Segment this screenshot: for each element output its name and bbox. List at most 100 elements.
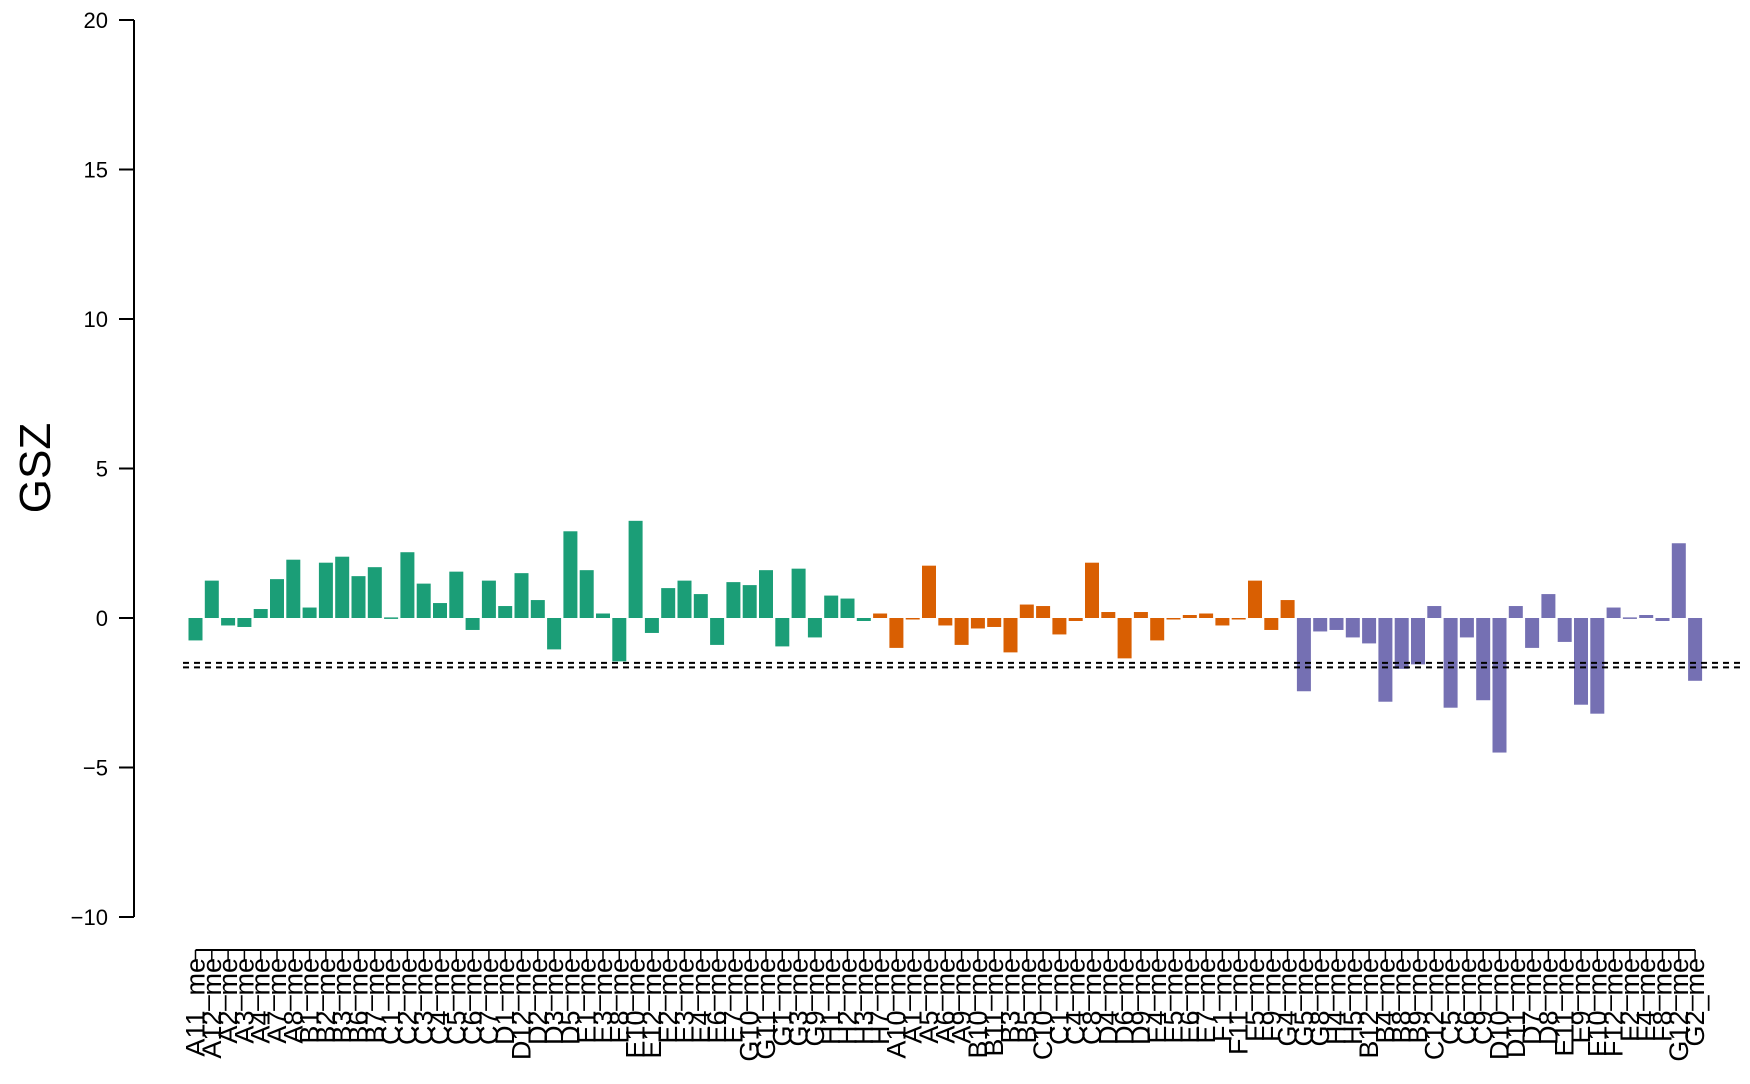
x-tick-label: E7_me: [718, 958, 748, 1044]
x-tick-label: F10_me: [1582, 958, 1612, 1057]
x-tick-label: E4_me: [1142, 958, 1172, 1044]
x-tick-label: A6_me: [930, 958, 960, 1044]
x-tick-label: A8_me: [278, 958, 308, 1044]
bar: [1052, 618, 1067, 635]
bar: [759, 570, 773, 618]
x-tick-label: D9_me: [1126, 958, 1156, 1045]
bar: [1688, 618, 1703, 681]
y-tick-label: 10: [84, 307, 108, 332]
bar: [824, 595, 839, 618]
bar: [1557, 618, 1572, 642]
bar: [1345, 618, 1360, 638]
bar: [1329, 618, 1344, 630]
bar: [1166, 618, 1181, 620]
x-tick-label: G3_me: [784, 958, 814, 1047]
bar: [807, 618, 822, 638]
x-tick-label: D8_me: [1533, 958, 1563, 1045]
bar: [1525, 618, 1540, 648]
bar: [1459, 618, 1474, 638]
x-tick-label: E7_me: [1191, 958, 1221, 1044]
x-tick-label: F2_me: [1615, 958, 1645, 1042]
bar: [351, 576, 366, 618]
bar: [1492, 618, 1507, 753]
bar: [1476, 618, 1491, 701]
x-tick-label: B1_me: [295, 958, 325, 1044]
bar: [384, 617, 399, 619]
bar: [318, 562, 333, 618]
x-tick-label: B6_me: [344, 958, 374, 1044]
bar: [677, 580, 692, 619]
bar: [612, 618, 627, 662]
bar: [514, 573, 529, 618]
bar: [1541, 594, 1556, 618]
bar: [253, 609, 268, 618]
bar: [1199, 613, 1214, 618]
bar: [465, 618, 480, 630]
x-tick-label: C3_me: [409, 958, 439, 1045]
x-tick-label: E6_me: [702, 958, 732, 1044]
x-tick-label: B9_me: [1403, 958, 1433, 1044]
x-tick-label: C7_me: [474, 958, 504, 1045]
x-tick-label: D5_me: [555, 958, 585, 1045]
x-tick-label: C5_me: [1436, 958, 1466, 1045]
bar: [1085, 562, 1099, 618]
bar: [563, 531, 578, 618]
bar: [889, 618, 904, 648]
bar: [938, 618, 953, 626]
bar: [367, 567, 382, 618]
x-tick-label: D3_me: [539, 958, 569, 1045]
bar: [1606, 607, 1621, 618]
x-tick-label: G2_me: [1680, 958, 1710, 1047]
bar: [579, 570, 594, 618]
bar: [188, 618, 203, 641]
x-tick-label: C8_me: [1077, 958, 1107, 1045]
y-tick-label: 20: [84, 8, 108, 33]
x-tick-label: C5_me: [441, 958, 471, 1045]
x-tick-label: D4_me: [1093, 958, 1123, 1045]
x-tick-label: G12_me: [1664, 958, 1694, 1062]
y-axis-label: GSZ: [11, 423, 60, 513]
bar: [596, 613, 610, 618]
x-tick-label: C4_me: [1061, 958, 1091, 1045]
bar: [1101, 612, 1116, 618]
bar: [791, 568, 806, 618]
bar: [644, 618, 659, 633]
x-tick-label: F11_me: [1224, 958, 1254, 1055]
x-tick-label: C10_me: [1028, 958, 1058, 1060]
bar: [1036, 606, 1051, 618]
y-tick-label: 15: [84, 158, 108, 183]
bar: [237, 618, 252, 627]
x-tick-label: E4_me: [686, 958, 716, 1044]
bar: [1280, 600, 1295, 618]
x-tick-label: F5_me: [1240, 958, 1270, 1042]
x-tick-label: E11_me: [1550, 958, 1580, 1057]
x-tick-label: C12_me: [1419, 958, 1449, 1060]
bar: [335, 556, 350, 618]
bar: [1590, 618, 1605, 714]
x-tick-label: A1_me: [898, 958, 928, 1044]
y-axis: −10 −5 0 5 10 15 20: [71, 8, 135, 930]
x-tick-label: A12_me: [197, 958, 227, 1059]
x-tick-label: C1_me: [376, 958, 406, 1045]
bar: [873, 613, 888, 618]
bar: [954, 618, 969, 645]
x-tick-label: G8_me: [1305, 958, 1335, 1047]
x-tick-label: B10_me: [963, 958, 993, 1059]
x-tick-label: B8_me: [1387, 958, 1417, 1044]
y-tick-label: 0: [96, 606, 108, 631]
bar: [628, 520, 643, 618]
bar: [1655, 618, 1670, 621]
x-tick-label: A7_me: [262, 958, 292, 1044]
x-tick-label: B3_me: [327, 958, 357, 1044]
bar: [1150, 618, 1165, 641]
bar: [905, 618, 920, 620]
x-tick-label: H2_me: [833, 958, 863, 1045]
bar: [970, 618, 985, 629]
x-tick-label: E3_me: [670, 958, 700, 1044]
bar: [400, 552, 415, 618]
bar: [449, 571, 464, 618]
bar: [710, 618, 725, 645]
bar: [693, 594, 708, 618]
x-tick-label: A11_me: [181, 958, 211, 1057]
x-tick-label: E3_me: [588, 958, 618, 1044]
